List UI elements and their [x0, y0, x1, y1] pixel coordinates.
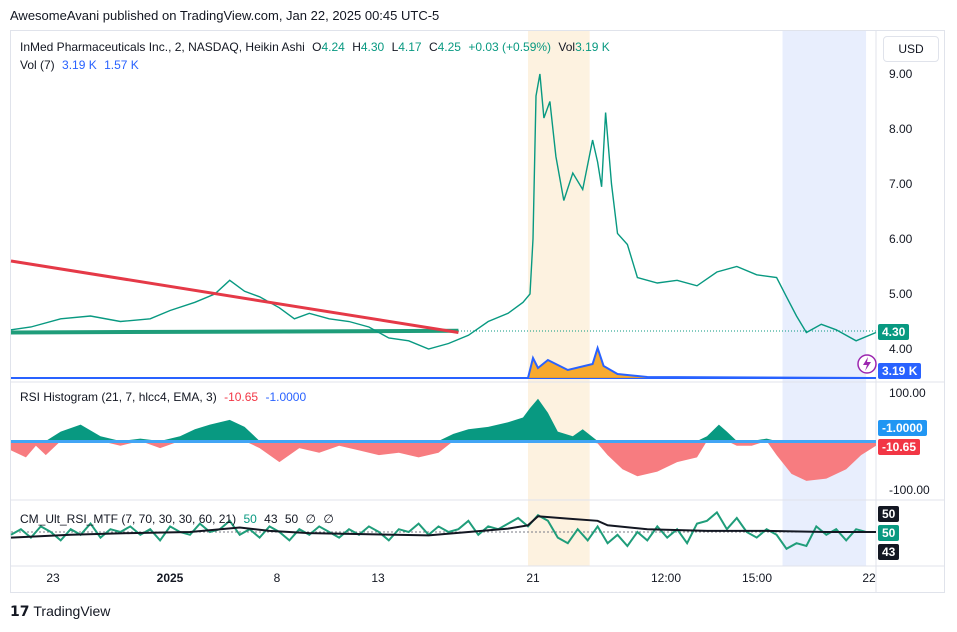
- tradingview-logo[interactable]: 𝟭𝟳 TradingView: [10, 603, 110, 620]
- cm-rsi-v2: 43: [264, 512, 278, 526]
- session-highlight: [528, 31, 590, 566]
- high-label: H: [352, 40, 361, 54]
- symbol-name: InMed Pharmaceuticals Inc., 2, NASDAQ, H…: [20, 40, 305, 54]
- volume-tag: 3.19 K: [878, 363, 922, 379]
- open-label: O: [312, 40, 322, 54]
- rsi-hist-value-tag: -10.65: [878, 439, 921, 455]
- volume-bars: [11, 348, 876, 378]
- cm-rsi-tag-3: 43: [878, 544, 900, 560]
- cm-rsi-tag-1: 50: [878, 506, 900, 522]
- chart-frame: [10, 30, 945, 593]
- cm-rsi-title: CM_Ult_RSI_MTF (7, 70, 30, 30, 60, 21): [20, 512, 237, 526]
- published-header: AwesomeAvani published on TradingView.co…: [10, 8, 440, 23]
- cm-rsi-line: [10, 510, 876, 551]
- vol-indicator-v2: 1.57 K: [104, 58, 139, 72]
- tv-logo-icon: 𝟭𝟳: [10, 603, 30, 619]
- price-tick-label: 9.00: [889, 67, 913, 81]
- rsi-histogram-positive: [11, 398, 876, 441]
- currency-button[interactable]: USD: [883, 36, 939, 62]
- rsi-hist-v1: -10.65: [224, 390, 259, 404]
- volume-legend: Vol (7) 3.19 K 1.57 K: [20, 58, 143, 72]
- rsi-hist-signal-tag: -1.0000: [878, 420, 927, 436]
- close-value: 4.25: [437, 40, 461, 54]
- cm-rsi-v4: ∅: [305, 512, 316, 526]
- time-tick-label: 15:00: [742, 571, 772, 585]
- rsi-histogram-negative: [11, 441, 876, 481]
- high-value: 4.30: [360, 40, 385, 54]
- time-tick-label: 12:00: [651, 571, 681, 585]
- rsi-hist-title: RSI Histogram (21, 7, hlcc4, EMA, 3): [20, 390, 217, 404]
- volume-ma-line: [11, 344, 877, 379]
- lightning-icon[interactable]: [857, 354, 877, 374]
- cm-rsi-v3: 50: [284, 512, 299, 526]
- price-tick-label: 6.00: [889, 232, 913, 246]
- vol-indicator-v1: 3.19 K: [62, 58, 97, 72]
- cm-rsi-v1: 50: [243, 512, 257, 526]
- main-legend: InMed Pharmaceuticals Inc., 2, NASDAQ, H…: [20, 40, 614, 54]
- cm-rsi-legend: CM_Ult_RSI_MTF (7, 70, 30, 30, 60, 21) 5…: [20, 512, 338, 526]
- vol-indicator-name: Vol (7): [20, 58, 55, 72]
- price-tick-label: 8.00: [889, 122, 913, 136]
- rsi-hist-legend: RSI Histogram (21, 7, hlcc4, EMA, 3) -10…: [20, 390, 310, 404]
- low-label: L: [391, 40, 399, 54]
- rsi-hist-v2: -1.0000: [265, 390, 307, 404]
- price-series: [10, 73, 877, 350]
- vol-value: 3.19 K: [575, 40, 610, 54]
- support-line[interactable]: [10, 328, 459, 335]
- price-tick-label: 4.00: [889, 342, 913, 356]
- brand-name: TradingView: [33, 603, 111, 619]
- cm-rsi-tag-2: 50: [878, 525, 900, 541]
- time-tick-label: 2025: [157, 571, 184, 585]
- price-tick-label: 5.00: [889, 287, 913, 301]
- last-price-tag: 4.30: [878, 324, 910, 340]
- change-value: +0.03 (+0.59%): [468, 40, 552, 54]
- trend-line[interactable]: [10, 259, 459, 334]
- session-highlights: [528, 31, 867, 566]
- rsi-hist-tick-bottom: -100.00: [889, 483, 930, 497]
- open-value: 4.24: [321, 40, 345, 54]
- low-value: 4.17: [398, 40, 422, 54]
- price-axis-ticks: 9.00 8.00 7.00 6.00 5.00 4.00: [889, 67, 913, 356]
- time-tick-label: 22: [862, 571, 876, 585]
- time-tick-label: 8: [274, 571, 281, 585]
- cm-rsi-mtf-line: [10, 515, 876, 539]
- session-highlight: [782, 31, 867, 566]
- time-axis-ticks: 23 2025 8 13 21 12:00 15:00 22: [46, 571, 876, 585]
- cm-rsi-v5: ∅: [323, 512, 334, 526]
- time-tick-label: 21: [526, 571, 540, 585]
- close-label: C: [428, 40, 438, 54]
- rsi-hist-tick-top: 100.00: [889, 386, 926, 400]
- price-tick-label: 7.00: [889, 177, 913, 191]
- time-tick-label: 13: [371, 571, 385, 585]
- vol-label: Vol: [558, 40, 576, 54]
- time-tick-label: 23: [46, 571, 60, 585]
